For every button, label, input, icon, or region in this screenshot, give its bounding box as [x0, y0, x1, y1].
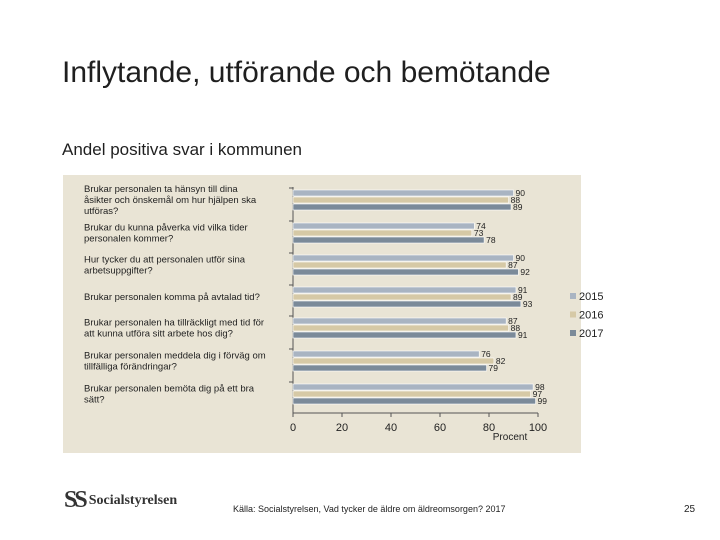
legend-swatch-2015: [570, 293, 576, 299]
data-label: 76: [481, 349, 491, 359]
x-axis-label: Procent: [493, 432, 528, 443]
source-note: Källa: Socialstyrelsen, Vad tycker de äl…: [233, 504, 506, 514]
x-tick-label: 60: [434, 422, 446, 434]
bar-2017: [292, 300, 522, 308]
bar-2015: [292, 350, 480, 358]
data-label: 89: [513, 292, 523, 302]
bar-2017: [292, 397, 536, 405]
data-label: 98: [535, 382, 545, 392]
bar-2015: [292, 383, 534, 391]
data-label: 88: [511, 323, 521, 333]
legend-label-2015: 2015: [579, 291, 603, 303]
page-number: 25: [684, 504, 696, 515]
data-label: 91: [518, 285, 528, 295]
bar-2016: [292, 293, 512, 301]
category-label: Brukar personalen bemöta dig på ett bra s…: [84, 384, 255, 406]
data-label: 93: [523, 299, 533, 309]
bar-2016: [292, 229, 473, 237]
bar-2015: [292, 317, 507, 325]
data-label: 79: [489, 363, 499, 373]
chart-subtitle: Andel positiva svar i kommunen: [62, 140, 303, 159]
chart-panel: [63, 175, 581, 453]
category-label: Brukar du kunna påverka vid vilka tider p…: [84, 223, 248, 245]
bar-2017: [292, 364, 487, 372]
data-label: 90: [516, 253, 526, 263]
bar-2017: [292, 236, 485, 244]
slide-title: Inflytande, utförande och bemötande: [62, 56, 551, 89]
x-tick-label: 40: [385, 422, 397, 434]
data-label: 97: [533, 389, 543, 399]
bar-2016: [292, 357, 495, 365]
data-label: 89: [513, 202, 523, 212]
legend-label-2016: 2016: [579, 310, 603, 322]
bar-2016: [292, 261, 507, 269]
category-label: Brukar personalen ha tillräckligt med ti…: [84, 318, 264, 340]
data-label: 90: [516, 188, 526, 198]
bar-2015: [292, 222, 475, 230]
data-label: 91: [518, 330, 528, 340]
data-label: 87: [508, 260, 518, 270]
legend-swatch-2017: [570, 330, 576, 336]
data-label: 73: [474, 228, 484, 238]
bar-2017: [292, 268, 519, 276]
x-tick-label: 80: [483, 422, 495, 434]
data-label: 82: [496, 356, 506, 366]
bar-2016: [292, 390, 531, 398]
x-tick-label: 0: [290, 422, 296, 434]
category-label: Brukar personalen ta hänsyn till dina åsi…: [84, 184, 257, 217]
category-label: Brukar personalen komma på avtalad tid?: [84, 292, 260, 303]
bar-2017: [292, 331, 517, 339]
data-label: 74: [476, 221, 486, 231]
bar-2015: [292, 189, 514, 197]
data-label: 78: [486, 235, 496, 245]
data-label: 88: [511, 195, 521, 205]
bar-2015: [292, 254, 514, 262]
legend-swatch-2016: [570, 311, 576, 318]
bar-2016: [292, 196, 509, 204]
bar-2015: [292, 286, 517, 294]
socialstyrelsen-logo: SS Socialstyrelsen: [64, 487, 177, 514]
logo-mark-icon: SS: [64, 487, 88, 513]
category-label: Hur tycker du att personalen utför sina a…: [84, 255, 246, 277]
logo-text: Socialstyrelsen: [88, 492, 178, 508]
data-label: 87: [508, 316, 518, 326]
category-label: Brukar personalen meddela dig i förväg o…: [84, 351, 266, 373]
x-tick-label: 100: [529, 422, 547, 434]
legend-label-2017: 2017: [579, 328, 603, 340]
bar-2016: [292, 324, 509, 332]
bar-2017: [292, 203, 512, 211]
x-tick-label: 20: [336, 422, 348, 434]
data-label: 92: [520, 267, 530, 277]
data-label: 99: [538, 396, 548, 406]
